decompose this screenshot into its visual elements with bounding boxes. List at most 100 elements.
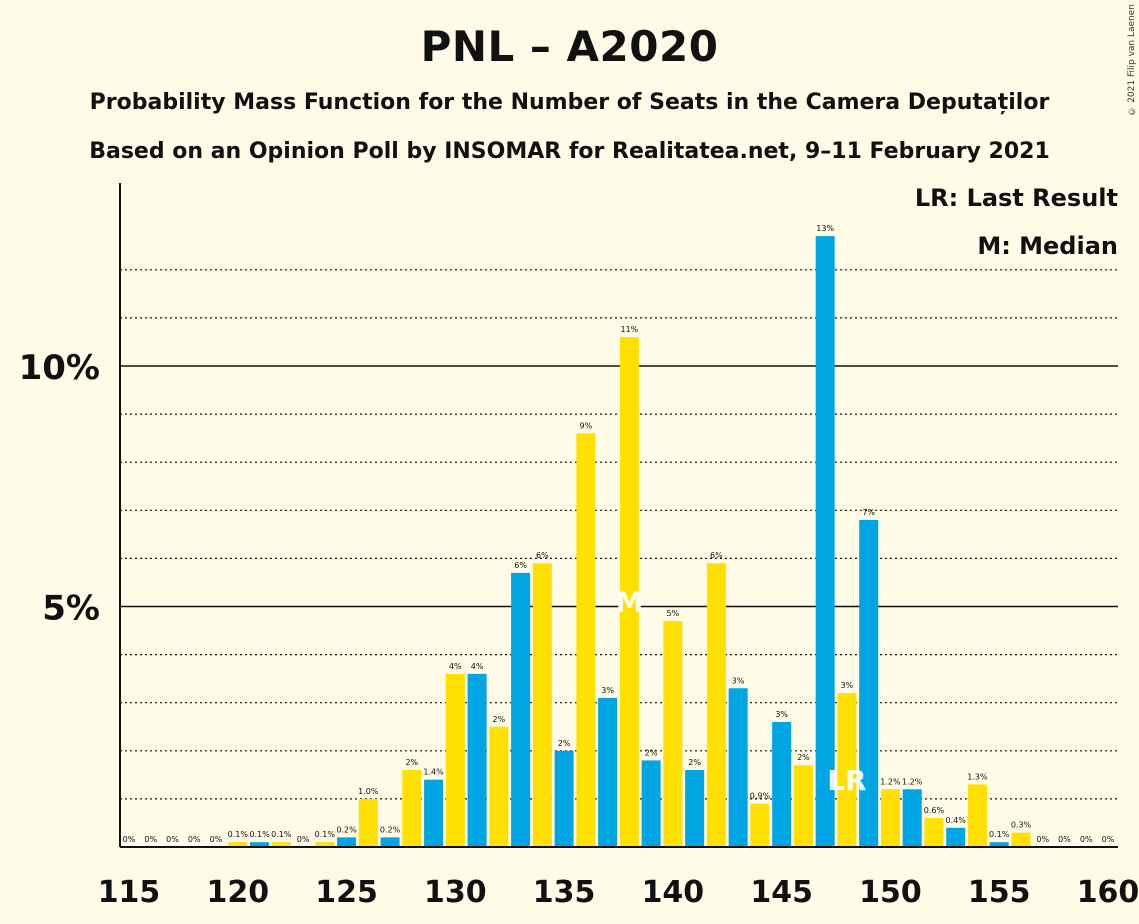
bar-144	[750, 803, 770, 847]
bar-143	[728, 688, 748, 847]
median-marker: M	[615, 585, 643, 618]
x-tick-label-130: 130	[424, 875, 487, 910]
data-label-142: 6%	[710, 551, 723, 560]
data-label-116: 0%	[144, 835, 157, 844]
data-label-152: 0.6%	[924, 806, 945, 815]
data-label-117: 0%	[166, 835, 179, 844]
data-label-151: 1.2%	[902, 777, 923, 786]
bar-128	[402, 770, 422, 847]
bar-126	[358, 798, 378, 847]
chart-subtitle: Probability Mass Function for the Number…	[89, 90, 1050, 115]
x-tick-label-140: 140	[642, 875, 705, 910]
data-label-140: 5%	[667, 609, 680, 618]
bar-124	[315, 842, 335, 847]
data-label-154: 1.3%	[967, 772, 988, 781]
bar-138	[619, 337, 639, 847]
data-label-129: 1.4%	[423, 768, 444, 777]
data-label-141: 2%	[688, 758, 701, 767]
x-tick-label-120: 120	[206, 875, 269, 910]
data-label-149: 7%	[862, 508, 875, 517]
chart-title: PNL – A2020	[420, 22, 719, 71]
x-tick-label-125: 125	[315, 875, 378, 910]
data-label-145: 3%	[775, 710, 788, 719]
data-label-128: 2%	[405, 758, 418, 767]
data-label-123: 0%	[297, 835, 310, 844]
data-label-125: 0.2%	[336, 825, 357, 834]
bar-149	[859, 519, 879, 847]
bar-133	[511, 572, 531, 847]
data-label-143: 3%	[732, 676, 745, 685]
data-label-121: 0.1%	[249, 830, 270, 839]
bar-154	[967, 784, 987, 847]
bar-136	[576, 433, 596, 847]
x-tick-label-160: 160	[1077, 875, 1139, 910]
legend-last-result: LR: Last Result	[914, 184, 1118, 212]
data-label-146: 2%	[797, 753, 810, 762]
data-label-155: 0.1%	[989, 830, 1010, 839]
data-label-122: 0.1%	[271, 830, 292, 839]
bar-131	[467, 673, 487, 847]
data-label-150: 1.2%	[880, 777, 901, 786]
data-label-158: 0%	[1058, 835, 1071, 844]
bar-152	[924, 818, 944, 847]
last-result-marker: LR	[827, 764, 866, 797]
data-label-148: 3%	[841, 681, 854, 690]
data-label-139: 2%	[645, 748, 658, 757]
data-label-138: 11%	[620, 325, 638, 334]
bar-153	[946, 827, 966, 847]
data-label-136: 9%	[580, 421, 593, 430]
bar-125	[337, 837, 357, 847]
data-label-131: 4%	[471, 662, 484, 671]
bar-145	[772, 721, 792, 847]
chart-source: Based on an Opinion Poll by INSOMAR for …	[89, 139, 1050, 164]
data-label-156: 0.3%	[1011, 821, 1032, 830]
data-label-137: 3%	[601, 686, 614, 695]
bar-135	[554, 750, 574, 847]
data-label-157: 0%	[1036, 835, 1049, 844]
bar-130	[445, 673, 465, 847]
data-label-160: 0%	[1102, 835, 1115, 844]
bar-155	[989, 842, 1009, 847]
bar-120	[228, 842, 248, 847]
data-label-135: 2%	[558, 739, 571, 748]
data-label-133: 6%	[514, 561, 527, 570]
bar-132	[489, 726, 509, 847]
bar-150	[880, 789, 900, 847]
data-label-119: 0%	[210, 835, 223, 844]
data-label-153: 0.4%	[946, 816, 967, 825]
bar-127	[380, 837, 400, 847]
bar-147	[815, 236, 835, 847]
data-label-126: 1.0%	[358, 787, 379, 796]
x-tick-label-145: 145	[750, 875, 813, 910]
data-label-130: 4%	[449, 662, 462, 671]
bar-137	[598, 697, 618, 847]
x-tick-label-135: 135	[533, 875, 596, 910]
bar-142	[706, 563, 726, 847]
bar-146	[793, 765, 813, 847]
data-label-132: 2%	[492, 715, 505, 724]
y-tick-label-5: 5%	[42, 589, 100, 629]
data-label-115: 0%	[123, 835, 136, 844]
bar-134	[532, 563, 552, 847]
data-label-159: 0%	[1080, 835, 1093, 844]
y-tick-label-10: 10%	[19, 348, 100, 388]
bar-140	[663, 620, 683, 847]
bar-129	[424, 779, 444, 847]
data-label-124: 0.1%	[315, 830, 336, 839]
data-label-134: 6%	[536, 551, 549, 560]
data-label-120: 0.1%	[228, 830, 249, 839]
bar-151	[902, 789, 922, 847]
bar-122	[271, 842, 291, 847]
bar-139	[641, 760, 661, 847]
data-label-127: 0.2%	[380, 825, 401, 834]
data-label-147: 13%	[816, 224, 834, 233]
legend-median: M: Median	[977, 232, 1118, 260]
x-tick-label-155: 155	[968, 875, 1031, 910]
data-label-144: 0.9%	[750, 792, 771, 801]
bar-148	[837, 693, 857, 847]
data-label-118: 0%	[188, 835, 201, 844]
bar-156	[1011, 832, 1031, 847]
bar-121	[250, 842, 270, 847]
x-tick-label-115: 115	[98, 875, 161, 910]
